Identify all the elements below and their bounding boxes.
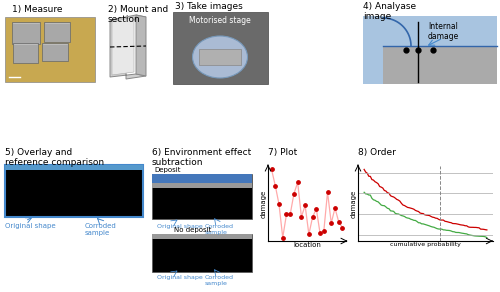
Point (282, 212, 290, 217)
Point (268, 167, 276, 172)
Point (272, 183, 280, 188)
Point (286, 212, 294, 217)
Text: 5) Overlay and
reference comparison: 5) Overlay and reference comparison (5, 148, 104, 167)
Point (324, 190, 332, 194)
Text: Deposit: Deposit (154, 167, 180, 173)
X-axis label: location: location (293, 242, 321, 248)
Text: 6) Environment effect
subtraction: 6) Environment effect subtraction (152, 148, 252, 167)
Point (290, 191, 298, 196)
Polygon shape (136, 15, 146, 76)
Point (298, 215, 306, 219)
Polygon shape (110, 15, 146, 79)
FancyBboxPatch shape (44, 22, 70, 42)
FancyBboxPatch shape (12, 22, 40, 44)
Point (338, 225, 346, 230)
Point (328, 221, 336, 225)
Text: Original shape: Original shape (157, 224, 203, 229)
Point (334, 220, 342, 224)
Point (320, 229, 328, 234)
FancyBboxPatch shape (5, 17, 95, 82)
Point (316, 231, 324, 236)
FancyBboxPatch shape (5, 165, 143, 217)
Text: Corroded
sample: Corroded sample (205, 275, 234, 286)
FancyBboxPatch shape (383, 46, 497, 84)
FancyBboxPatch shape (152, 174, 252, 219)
Text: 8) Order: 8) Order (358, 148, 396, 157)
Ellipse shape (192, 36, 248, 78)
Point (294, 180, 302, 185)
Y-axis label: damage: damage (260, 190, 266, 218)
Point (308, 215, 316, 219)
FancyBboxPatch shape (199, 49, 241, 65)
Text: Original shape: Original shape (5, 223, 56, 229)
Text: 1) Measure: 1) Measure (12, 5, 62, 14)
Polygon shape (112, 17, 134, 75)
FancyBboxPatch shape (42, 43, 68, 61)
FancyBboxPatch shape (152, 234, 252, 272)
Text: Corroded
sample: Corroded sample (85, 223, 117, 236)
Text: Internal
damage: Internal damage (428, 22, 459, 41)
FancyBboxPatch shape (5, 165, 143, 170)
FancyBboxPatch shape (173, 12, 268, 84)
Text: 7) Plot: 7) Plot (268, 148, 297, 157)
X-axis label: cumulative probability: cumulative probability (390, 242, 461, 247)
Text: 3) Take images: 3) Take images (175, 2, 243, 11)
Text: No deposit: No deposit (174, 227, 212, 233)
Point (301, 203, 309, 208)
FancyBboxPatch shape (152, 183, 252, 188)
FancyBboxPatch shape (13, 43, 38, 63)
FancyBboxPatch shape (152, 174, 252, 183)
Text: 4) Analyase
image: 4) Analyase image (363, 2, 416, 21)
Text: 2) Mount and
section: 2) Mount and section (108, 5, 168, 25)
Text: Original shape: Original shape (157, 275, 203, 280)
Point (275, 202, 283, 207)
Point (312, 206, 320, 211)
Y-axis label: damage: damage (350, 190, 356, 218)
Point (331, 206, 339, 210)
FancyBboxPatch shape (363, 16, 497, 84)
Point (305, 232, 313, 237)
FancyBboxPatch shape (152, 234, 252, 239)
Point (278, 235, 286, 240)
Text: Motorised stage: Motorised stage (189, 16, 251, 25)
Text: Corroded
sample: Corroded sample (205, 224, 234, 235)
